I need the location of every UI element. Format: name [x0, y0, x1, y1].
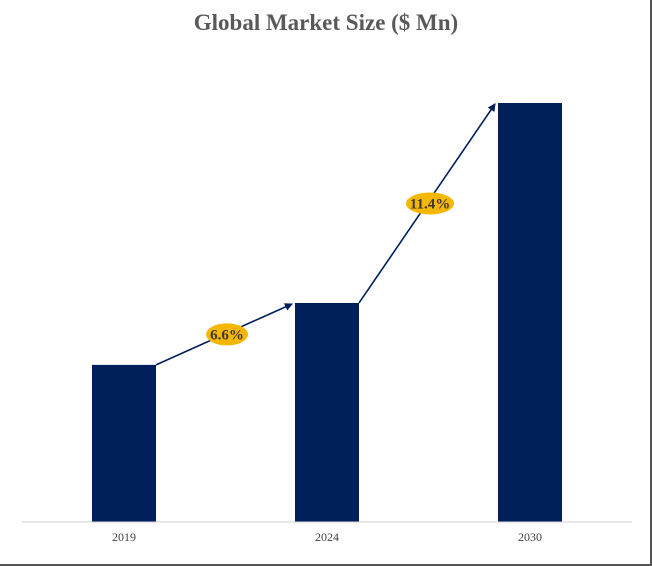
- cagr-badge: [206, 323, 248, 346]
- x-tick-label: 2030: [518, 530, 542, 544]
- cagr-label: 6.6%: [210, 327, 244, 343]
- cagr-label: 11.4%: [410, 196, 450, 212]
- x-tick-label: 2019: [112, 530, 136, 544]
- cagr-badge: [406, 192, 454, 215]
- bar-2024: [295, 302, 359, 522]
- chart-title: Global Market Size ($ Mn): [193, 10, 459, 35]
- bar-2030: [498, 103, 562, 522]
- bar-2019: [92, 364, 156, 522]
- x-tick-label: 2024: [315, 530, 339, 544]
